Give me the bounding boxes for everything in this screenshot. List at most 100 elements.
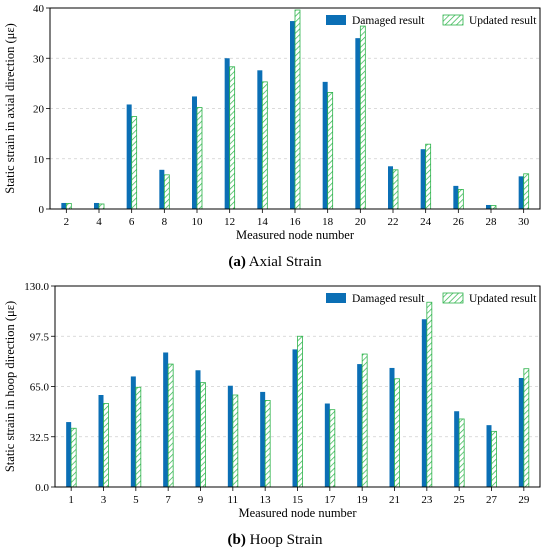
damaged-bar — [61, 202, 67, 209]
damaged-bar — [357, 364, 363, 487]
x-tick-label: 18 — [322, 216, 334, 228]
x-tick-label: 7 — [165, 494, 171, 506]
updated-bar — [329, 409, 336, 488]
x-tick-label: 28 — [486, 216, 498, 228]
damaged-bar — [518, 377, 524, 487]
updated-bar — [264, 400, 271, 488]
x-axis-title: Measured node number — [238, 506, 357, 520]
x-tick-label: 16 — [290, 216, 302, 228]
hoop-strain-caption: (b) Hoop Strain — [0, 532, 550, 549]
updated-bar — [229, 66, 236, 210]
updated-bar — [394, 378, 400, 488]
damaged-bar — [454, 411, 460, 487]
updated-bar — [426, 301, 433, 488]
x-tick-label: 11 — [228, 494, 239, 506]
updated-bar — [425, 143, 432, 210]
y-tick-label: 30 — [33, 53, 45, 65]
x-tick-label: 14 — [257, 216, 269, 228]
legend-label-updated: Updated result — [469, 293, 537, 305]
x-tick-label: 5 — [133, 494, 139, 506]
x-tick-label: 10 — [192, 216, 204, 228]
x-tick-label: 30 — [518, 216, 530, 228]
updated-bar — [294, 9, 301, 210]
updated-bar — [135, 386, 142, 488]
updated-bar — [458, 418, 465, 488]
y-tick-label: 32.5 — [30, 432, 50, 444]
x-tick-label: 12 — [224, 216, 235, 228]
x-tick-label: 19 — [357, 494, 369, 506]
damaged-bar — [486, 425, 492, 487]
y-tick-label: 20 — [33, 104, 45, 116]
updated-bar — [361, 353, 368, 488]
damaged-bar — [192, 96, 197, 209]
damaged-bar — [126, 104, 132, 209]
updated-bar — [491, 430, 497, 488]
legend-swatch-updated — [442, 14, 464, 26]
updated-bar — [523, 173, 530, 210]
damaged-bar — [324, 403, 330, 487]
damaged-bar — [290, 21, 295, 209]
damaged-bar — [163, 352, 169, 487]
damaged-bar — [94, 202, 99, 209]
hoop-strain-chart: 1 3 5 7 9 11 13 15 17 19 21 23 25 27 290.032.565.097.5… — [3, 281, 541, 520]
x-axis-title: Measured node number — [236, 228, 355, 242]
y-axis-title: Static strain in hoop direction (με) — [3, 301, 17, 472]
damaged-bar — [518, 176, 524, 209]
updated-bar — [297, 335, 303, 488]
x-tick-label: 8 — [162, 216, 168, 228]
damaged-bar — [486, 204, 491, 209]
caption-text: Hoop Strain — [249, 532, 323, 548]
y-tick-label: 10 — [33, 154, 45, 166]
updated-bar — [196, 107, 203, 210]
x-tick-label: 17 — [324, 494, 336, 506]
caption-label: (a) — [228, 254, 246, 270]
caption-text: Axial Strain — [248, 254, 322, 270]
legend-label-updated: Updated result — [469, 15, 537, 27]
updated-bar — [98, 203, 105, 210]
x-tick-label: 6 — [129, 216, 135, 228]
legend-label-damaged: Damaged result — [352, 293, 425, 305]
plot-frame — [49, 7, 541, 210]
updated-bar — [359, 25, 366, 210]
damaged-bar — [420, 149, 426, 209]
y-tick-label: 130.0 — [24, 281, 49, 293]
x-tick-label: 9 — [198, 494, 204, 506]
updated-bar — [261, 81, 268, 210]
y-axis-title: Static strain in axial direction (με) — [3, 23, 17, 194]
updated-bar — [103, 403, 109, 488]
damaged-bar — [227, 385, 233, 487]
x-tick-label: 27 — [486, 494, 498, 506]
x-tick-label: 4 — [96, 216, 102, 228]
updated-bar — [167, 363, 174, 488]
y-tick-label: 40 — [33, 3, 45, 15]
damaged-bar — [260, 391, 266, 487]
damaged-bar — [159, 169, 165, 209]
axial-strain-chart: 2 4 6 8 10 12 14 16 18 20 22 24 26 28 30010203040Measu… — [3, 3, 541, 242]
plot-frame — [54, 285, 541, 488]
damaged-bar — [130, 376, 136, 487]
x-tick-label: 2 — [64, 216, 70, 228]
damaged-bar — [322, 81, 328, 209]
damaged-bar — [195, 370, 201, 487]
x-tick-label: 25 — [454, 494, 466, 506]
damaged-bar — [98, 395, 104, 487]
damaged-bar — [66, 422, 72, 487]
y-tick-label: 65.0 — [30, 382, 50, 394]
legend-swatch-damaged — [326, 293, 346, 303]
updated-bar — [327, 92, 334, 210]
axial-strain-caption: (a) Axial Strain — [0, 254, 550, 271]
x-tick-label: 24 — [420, 216, 432, 228]
y-tick-label: 97.5 — [30, 331, 50, 343]
legend-label-damaged: Damaged result — [352, 15, 425, 27]
updated-bar — [65, 203, 72, 210]
y-tick-label: 0 — [39, 204, 45, 216]
updated-bar — [490, 205, 497, 210]
updated-bar — [232, 394, 239, 488]
updated-bar — [70, 427, 77, 488]
damaged-bar — [224, 58, 230, 209]
damaged-bar — [292, 349, 298, 487]
damaged-bar — [421, 319, 427, 487]
damaged-bar — [389, 367, 395, 487]
axial-strain-panel: 2 4 6 8 10 12 14 16 18 20 22 24 26 28 30 0 10 20 30 40 Measu… — [0, 0, 550, 276]
x-tick-label: 13 — [260, 494, 272, 506]
